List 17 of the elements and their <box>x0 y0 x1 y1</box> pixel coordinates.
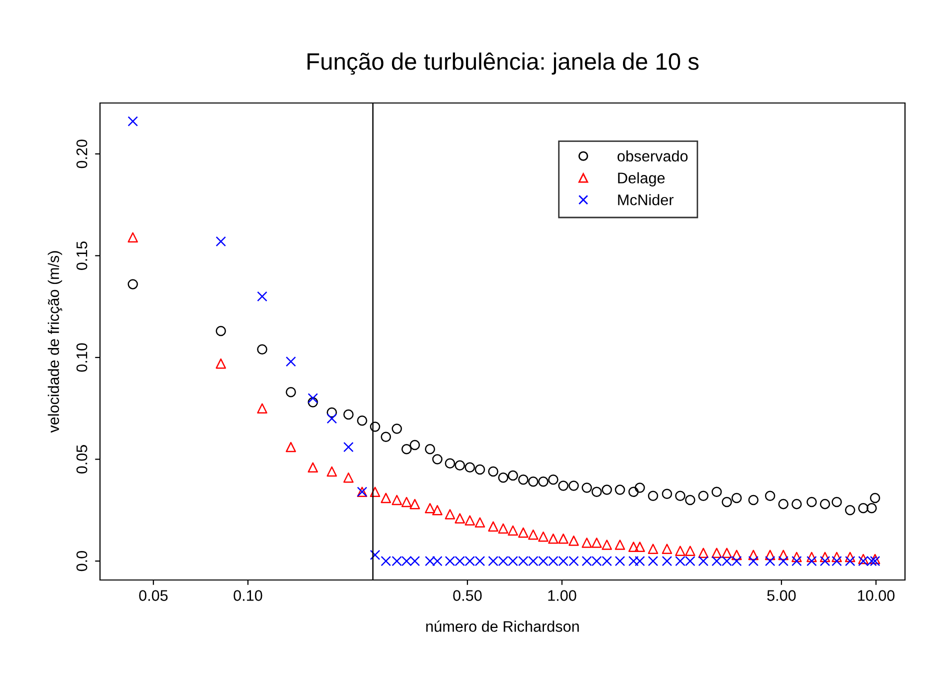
y-tick-label: 0.05 <box>76 445 88 474</box>
x-tick-label: 0.05 <box>139 590 168 601</box>
y-tick-label: 0.20 <box>76 140 88 168</box>
y-tick-label: 0.15 <box>76 241 88 270</box>
x-axis-title: número de Richardson <box>426 620 579 632</box>
x-tick-label: 0.10 <box>234 590 262 601</box>
legend-label: Delage <box>618 172 665 186</box>
x-tick-label: 0.50 <box>453 590 482 601</box>
y-tick-label: 0.0 <box>76 551 88 572</box>
y-axis-title: velocidade de fricção (m/s) <box>48 251 62 433</box>
chart-title: Função de turbulência: janela de 10 s <box>308 52 699 75</box>
x-tick-label: 1.00 <box>548 590 576 601</box>
legend-label: McNider <box>618 194 674 206</box>
x-tick-label: 5.00 <box>767 590 796 601</box>
x-tick-label: 10.00 <box>858 590 895 601</box>
y-tick-label: 0.10 <box>76 343 88 372</box>
legend-label: observado <box>618 150 688 162</box>
